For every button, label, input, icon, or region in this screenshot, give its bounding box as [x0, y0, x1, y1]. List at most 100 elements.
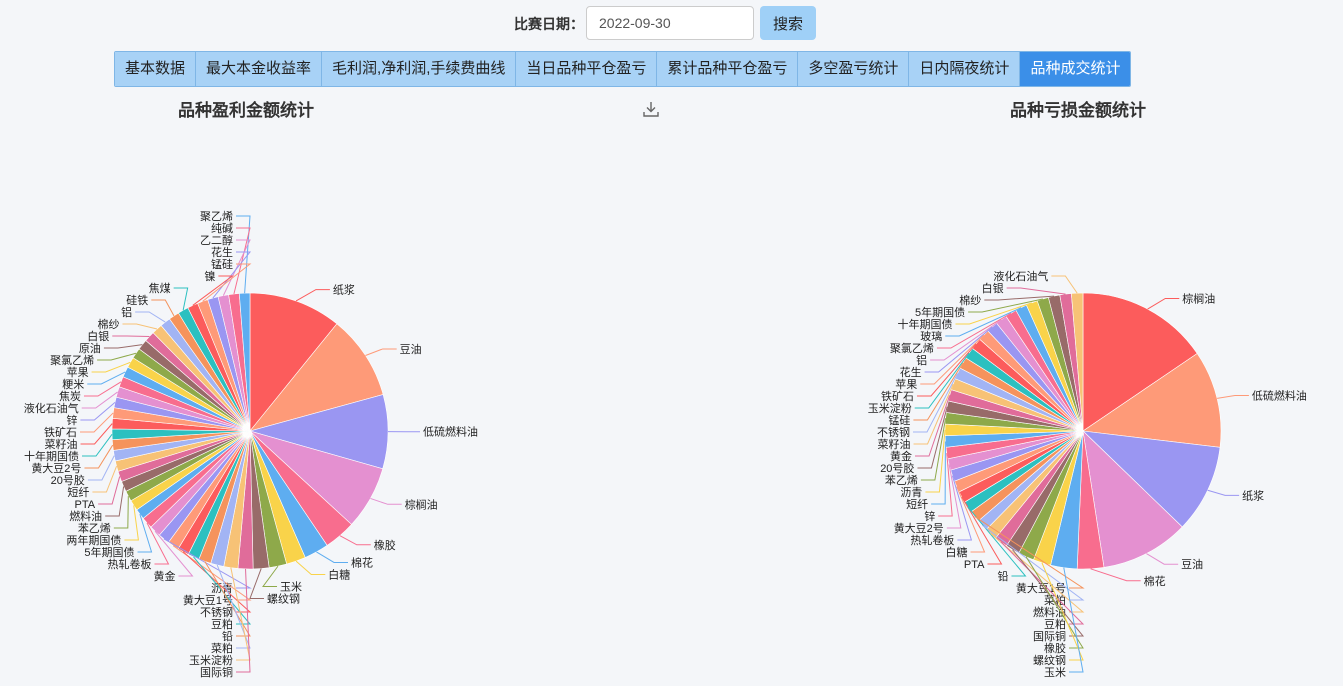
pie-slice[interactable]	[238, 292, 251, 432]
label-line	[84, 444, 114, 469]
slice-label: 豆油	[1181, 557, 1203, 571]
label-line	[295, 289, 330, 302]
slice-label: 玻璃	[920, 329, 942, 343]
label-line	[80, 401, 116, 421]
tab-2[interactable]: 毛利润,净利润,手续费曲线	[322, 52, 517, 86]
tab-4[interactable]: 累计品种平仓盈亏	[657, 52, 799, 86]
slice-label: 锌	[924, 509, 935, 523]
tab-6[interactable]: 日内隔夜统计	[909, 52, 1021, 86]
pie-slice[interactable]	[249, 323, 384, 432]
slice-label: 燃料油	[69, 509, 102, 523]
label-line	[955, 302, 1032, 325]
slice-label: 菜粕	[1044, 593, 1066, 607]
label-line	[945, 307, 1022, 337]
pie-slice[interactable]	[1082, 430, 1221, 528]
slice-label: 铅	[222, 629, 233, 643]
label-line	[97, 352, 137, 361]
tab-5[interactable]: 多空盈亏统计	[798, 52, 910, 86]
label-line	[124, 505, 139, 541]
label-line	[915, 395, 951, 457]
slice-label: 豆油	[400, 342, 422, 356]
label-line	[936, 312, 1012, 349]
slice-label: 铁矿石	[44, 426, 77, 439]
slice-label: 花生	[900, 365, 922, 379]
slice-label: 焦煤	[149, 282, 171, 295]
slice-label: 聚氯乙烯	[890, 341, 934, 355]
label-line	[1063, 567, 1084, 673]
profit-chart-title: 品种盈利金额统计	[178, 101, 314, 120]
slice-label: 棉花	[1144, 574, 1166, 588]
slice-label: 低硫燃料油	[1252, 389, 1307, 403]
label-line	[151, 299, 175, 317]
label-line	[113, 496, 129, 529]
label-line	[920, 418, 947, 481]
pie-slice[interactable]	[1071, 292, 1084, 432]
slice-label: 热轧卷板	[107, 557, 151, 571]
label-line	[938, 453, 953, 517]
slice-label: 菜籽油	[45, 437, 78, 451]
slice-label: 不锈钢	[877, 426, 910, 439]
label-line	[87, 371, 126, 385]
label-line	[230, 567, 251, 661]
slice-label: 橡胶	[1044, 641, 1066, 655]
tab-1[interactable]: 最大本金收益率	[196, 52, 323, 86]
slice-label: 黄大豆2号	[894, 521, 944, 535]
slice-label: 棉纱	[97, 317, 119, 331]
pie-slice[interactable]	[1082, 353, 1222, 448]
label-line	[1090, 568, 1141, 582]
slice-label: 锰硅	[888, 413, 910, 427]
label-line	[339, 535, 371, 546]
slice-label: 玉米淀粉	[189, 653, 233, 667]
label-line	[83, 381, 122, 397]
slice-label: 不锈钢	[200, 606, 233, 619]
label-line	[913, 384, 954, 445]
label-line	[233, 227, 251, 295]
label-line	[137, 514, 153, 553]
slice-label: 20号胶	[51, 473, 85, 487]
label-line	[916, 343, 977, 397]
slice-label: 国际铜	[1033, 629, 1066, 643]
label-line	[961, 496, 1003, 565]
slice-label: 十年期国债	[24, 449, 79, 463]
tab-7[interactable]: 品种成交统计	[1020, 52, 1131, 86]
label-line	[82, 434, 113, 457]
label-line	[81, 391, 118, 409]
label-line	[990, 533, 1085, 613]
slice-label: 纯碱	[211, 222, 233, 235]
label-line	[135, 311, 166, 323]
search-button[interactable]: 搜索	[760, 6, 816, 40]
label-line	[112, 335, 150, 338]
label-line	[984, 295, 1055, 301]
slice-label: 低硫燃料油	[423, 425, 478, 439]
slice-label: 黄大豆1号	[183, 593, 233, 607]
slice-label: 豆粕	[1044, 617, 1066, 631]
slice-label: 国际铜	[200, 665, 233, 679]
date-label: 比赛日期：	[514, 16, 584, 32]
pie-slice[interactable]	[1082, 430, 1183, 568]
label-line	[92, 465, 118, 493]
label-line	[204, 561, 251, 637]
slice-label: 铁矿石	[881, 390, 914, 403]
slice-label: 乙二醇	[200, 233, 233, 247]
tab-3[interactable]: 当日品种平仓盈亏	[516, 52, 658, 86]
label-line	[951, 475, 973, 541]
slice-label: 花生	[211, 245, 233, 259]
slice-label: 纸浆	[333, 283, 355, 297]
slice-label: PTA	[75, 499, 96, 511]
slice-label: 菜粕	[211, 641, 233, 655]
label-line	[1041, 562, 1084, 661]
label-line	[925, 429, 946, 493]
slice-label: 焦炭	[59, 390, 81, 403]
slice-label: 螺纹钢	[1033, 653, 1066, 667]
date-input[interactable]: 2022-09-30	[586, 6, 754, 40]
download-icon[interactable]	[642, 100, 660, 118]
slice-label: 螺纹钢	[267, 591, 300, 605]
slice-label: 聚乙烯	[200, 210, 233, 223]
slice-label: 液化石油气	[24, 401, 79, 415]
slice-label: 黄大豆2号	[31, 461, 81, 475]
tab-0[interactable]: 基本数据	[115, 52, 197, 86]
label-line	[146, 522, 170, 565]
label-line	[1006, 287, 1066, 295]
label-line	[154, 530, 194, 577]
